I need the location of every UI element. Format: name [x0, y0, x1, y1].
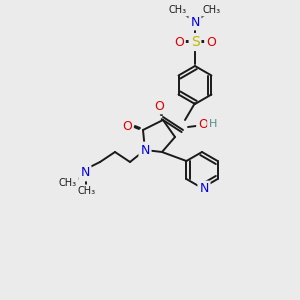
Text: O: O	[174, 35, 184, 49]
Text: N: N	[80, 167, 90, 179]
Text: CH₃: CH₃	[78, 186, 96, 196]
Text: N: N	[140, 143, 150, 157]
Text: N: N	[190, 16, 200, 28]
Text: N: N	[199, 182, 209, 196]
Text: H: H	[209, 119, 217, 129]
Text: O: O	[198, 118, 208, 131]
Text: CH₃: CH₃	[203, 5, 221, 15]
Text: O: O	[154, 100, 164, 112]
Text: O: O	[206, 35, 216, 49]
Text: S: S	[190, 35, 200, 49]
Text: CH₃: CH₃	[169, 5, 187, 15]
Text: CH₃: CH₃	[59, 178, 77, 188]
Text: O: O	[122, 119, 132, 133]
